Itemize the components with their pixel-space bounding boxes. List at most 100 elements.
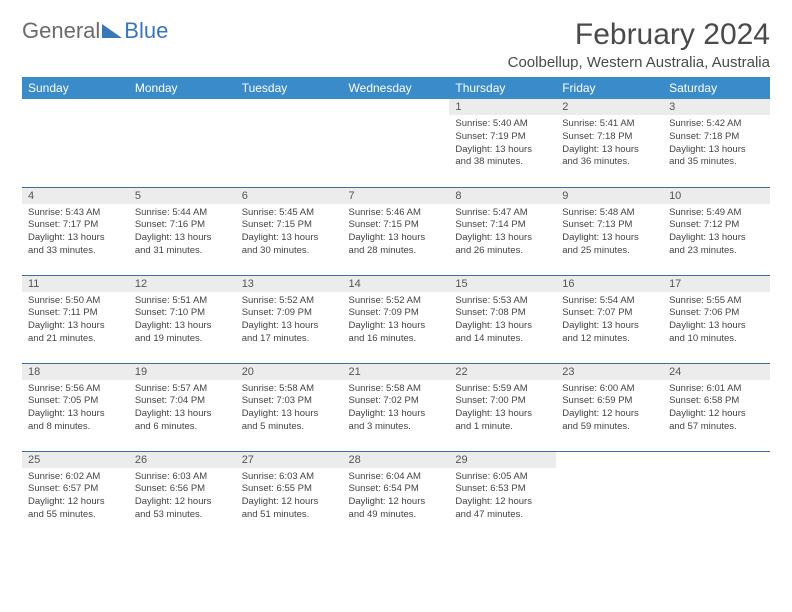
calendar-day-cell [556,451,663,539]
calendar-day-cell: 11Sunrise: 5:50 AMSunset: 7:11 PMDayligh… [22,275,129,363]
calendar-body: 1Sunrise: 5:40 AMSunset: 7:19 PMDaylight… [22,99,770,539]
daylight-text: Daylight: 13 hours and 12 minutes. [562,320,657,346]
sunset-text: Sunset: 6:55 PM [242,483,337,496]
day-number: 1 [449,99,556,115]
month-title: February 2024 [508,18,770,52]
sunset-text: Sunset: 7:09 PM [242,307,337,320]
calendar-day-cell [129,99,236,187]
calendar-day-cell: 7Sunrise: 5:46 AMSunset: 7:15 PMDaylight… [343,187,450,275]
day-details: Sunrise: 5:42 AMSunset: 7:18 PMDaylight:… [663,115,770,173]
day-details: Sunrise: 6:05 AMSunset: 6:53 PMDaylight:… [449,468,556,526]
day-number: 20 [236,364,343,380]
sunrise-text: Sunrise: 5:47 AM [455,207,550,220]
daylight-text: Daylight: 12 hours and 47 minutes. [455,496,550,522]
calendar-day-cell: 25Sunrise: 6:02 AMSunset: 6:57 PMDayligh… [22,451,129,539]
sunset-text: Sunset: 6:58 PM [669,395,764,408]
daylight-text: Daylight: 12 hours and 57 minutes. [669,408,764,434]
day-number: 7 [343,188,450,204]
day-details: Sunrise: 5:52 AMSunset: 7:09 PMDaylight:… [343,292,450,350]
daylight-text: Daylight: 13 hours and 5 minutes. [242,408,337,434]
day-number: 15 [449,276,556,292]
sunset-text: Sunset: 7:16 PM [135,219,230,232]
calendar-day-cell: 2Sunrise: 5:41 AMSunset: 7:18 PMDaylight… [556,99,663,187]
empty-day [22,99,129,115]
sunset-text: Sunset: 6:56 PM [135,483,230,496]
calendar-day-cell [343,99,450,187]
sunrise-text: Sunrise: 5:52 AM [349,295,444,308]
sunrise-text: Sunrise: 5:54 AM [562,295,657,308]
day-header: Thursday [449,77,556,99]
sunset-text: Sunset: 7:19 PM [455,131,550,144]
sunrise-text: Sunrise: 6:01 AM [669,383,764,396]
daylight-text: Daylight: 13 hours and 17 minutes. [242,320,337,346]
calendar-day-cell: 3Sunrise: 5:42 AMSunset: 7:18 PMDaylight… [663,99,770,187]
sunrise-text: Sunrise: 5:42 AM [669,118,764,131]
day-details: Sunrise: 5:57 AMSunset: 7:04 PMDaylight:… [129,380,236,438]
day-number: 27 [236,452,343,468]
calendar-day-cell: 28Sunrise: 6:04 AMSunset: 6:54 PMDayligh… [343,451,450,539]
daylight-text: Daylight: 12 hours and 59 minutes. [562,408,657,434]
day-details: Sunrise: 5:58 AMSunset: 7:02 PMDaylight:… [343,380,450,438]
day-number: 18 [22,364,129,380]
day-details: Sunrise: 5:46 AMSunset: 7:15 PMDaylight:… [343,204,450,262]
day-details: Sunrise: 5:58 AMSunset: 7:03 PMDaylight:… [236,380,343,438]
day-number: 11 [22,276,129,292]
calendar-day-cell: 22Sunrise: 5:59 AMSunset: 7:00 PMDayligh… [449,363,556,451]
sunset-text: Sunset: 7:03 PM [242,395,337,408]
day-details: Sunrise: 5:43 AMSunset: 7:17 PMDaylight:… [22,204,129,262]
empty-day [556,452,663,468]
daylight-text: Daylight: 12 hours and 51 minutes. [242,496,337,522]
sunset-text: Sunset: 6:57 PM [28,483,123,496]
day-number: 10 [663,188,770,204]
calendar-day-cell: 24Sunrise: 6:01 AMSunset: 6:58 PMDayligh… [663,363,770,451]
day-number: 25 [22,452,129,468]
daylight-text: Daylight: 13 hours and 16 minutes. [349,320,444,346]
sunrise-text: Sunrise: 5:50 AM [28,295,123,308]
day-details: Sunrise: 5:50 AMSunset: 7:11 PMDaylight:… [22,292,129,350]
calendar-day-cell [22,99,129,187]
day-number: 13 [236,276,343,292]
sunrise-text: Sunrise: 5:51 AM [135,295,230,308]
calendar-day-cell [236,99,343,187]
sunset-text: Sunset: 7:09 PM [349,307,444,320]
day-details: Sunrise: 5:59 AMSunset: 7:00 PMDaylight:… [449,380,556,438]
day-details: Sunrise: 5:47 AMSunset: 7:14 PMDaylight:… [449,204,556,262]
daylight-text: Daylight: 13 hours and 14 minutes. [455,320,550,346]
day-details: Sunrise: 6:02 AMSunset: 6:57 PMDaylight:… [22,468,129,526]
day-details: Sunrise: 5:41 AMSunset: 7:18 PMDaylight:… [556,115,663,173]
daylight-text: Daylight: 13 hours and 3 minutes. [349,408,444,434]
day-header: Saturday [663,77,770,99]
sunset-text: Sunset: 7:10 PM [135,307,230,320]
sunset-text: Sunset: 7:12 PM [669,219,764,232]
sunrise-text: Sunrise: 5:49 AM [669,207,764,220]
calendar-week-row: 1Sunrise: 5:40 AMSunset: 7:19 PMDaylight… [22,99,770,187]
day-number: 2 [556,99,663,115]
day-number: 5 [129,188,236,204]
sunrise-text: Sunrise: 5:58 AM [349,383,444,396]
day-details: Sunrise: 6:01 AMSunset: 6:58 PMDaylight:… [663,380,770,438]
calendar-day-cell: 18Sunrise: 5:56 AMSunset: 7:05 PMDayligh… [22,363,129,451]
calendar-day-cell: 13Sunrise: 5:52 AMSunset: 7:09 PMDayligh… [236,275,343,363]
sunset-text: Sunset: 7:05 PM [28,395,123,408]
calendar-day-cell: 17Sunrise: 5:55 AMSunset: 7:06 PMDayligh… [663,275,770,363]
daylight-text: Daylight: 13 hours and 1 minute. [455,408,550,434]
location-text: Coolbellup, Western Australia, Australia [508,54,770,71]
calendar-day-cell: 5Sunrise: 5:44 AMSunset: 7:16 PMDaylight… [129,187,236,275]
sunset-text: Sunset: 7:13 PM [562,219,657,232]
brand-triangle-icon [100,18,124,44]
calendar-day-cell: 26Sunrise: 6:03 AMSunset: 6:56 PMDayligh… [129,451,236,539]
day-number: 22 [449,364,556,380]
day-number: 8 [449,188,556,204]
sunset-text: Sunset: 6:53 PM [455,483,550,496]
calendar-day-cell: 19Sunrise: 5:57 AMSunset: 7:04 PMDayligh… [129,363,236,451]
day-header: Sunday [22,77,129,99]
calendar-day-cell: 6Sunrise: 5:45 AMSunset: 7:15 PMDaylight… [236,187,343,275]
day-number: 19 [129,364,236,380]
day-details: Sunrise: 5:53 AMSunset: 7:08 PMDaylight:… [449,292,556,350]
title-block: February 2024 Coolbellup, Western Austra… [508,18,770,71]
calendar-day-cell: 27Sunrise: 6:03 AMSunset: 6:55 PMDayligh… [236,451,343,539]
sunset-text: Sunset: 7:06 PM [669,307,764,320]
sunrise-text: Sunrise: 5:46 AM [349,207,444,220]
daylight-text: Daylight: 13 hours and 30 minutes. [242,232,337,258]
daylight-text: Daylight: 13 hours and 26 minutes. [455,232,550,258]
